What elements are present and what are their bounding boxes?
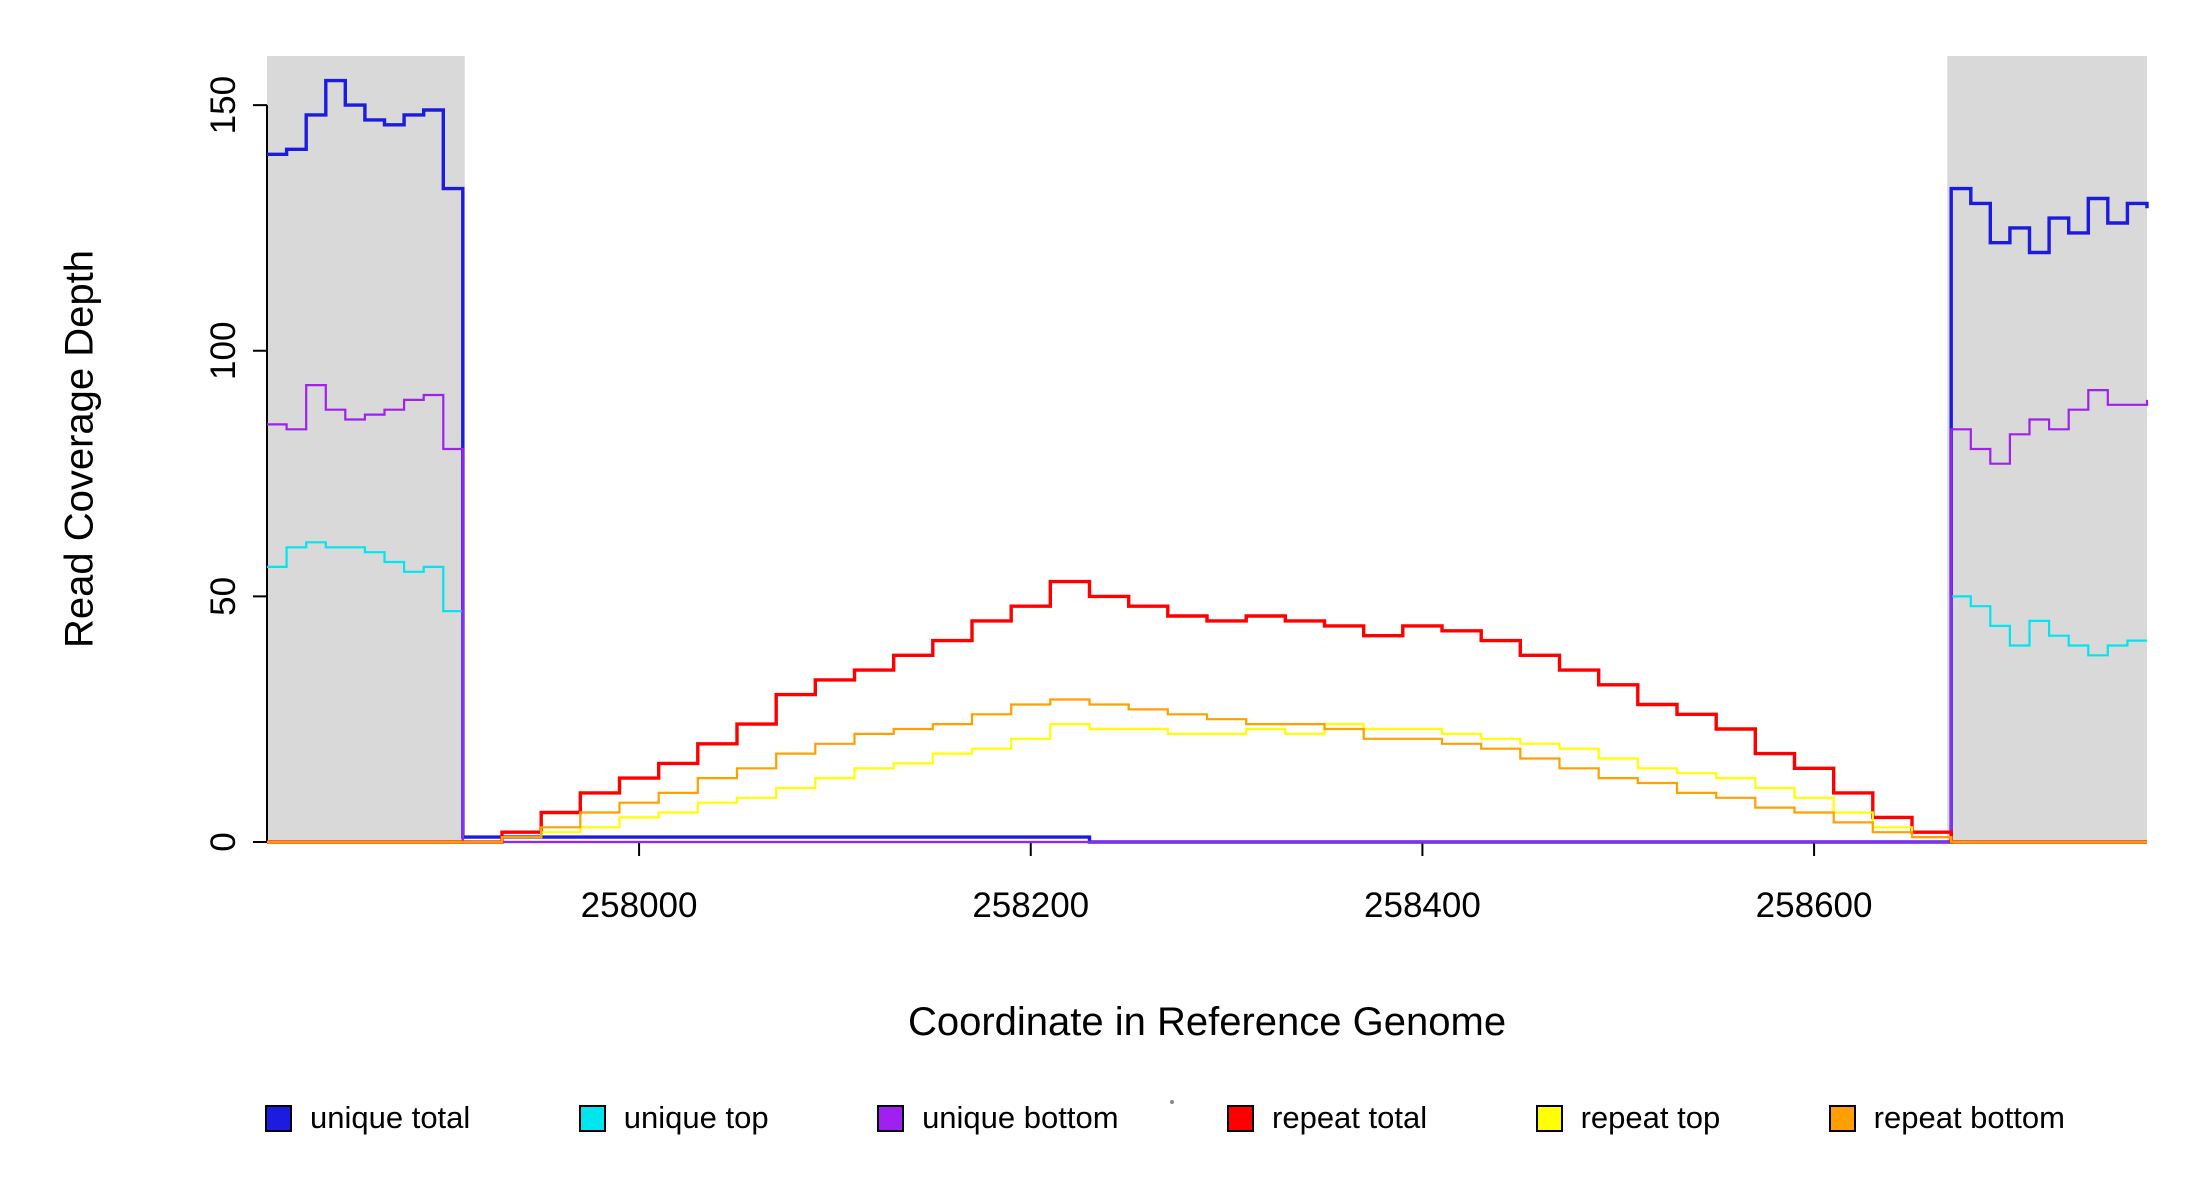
legend-label-unique-top: unique top bbox=[623, 1100, 769, 1135]
series-unique-bottom bbox=[267, 384, 2149, 844]
y-tick-label: 100 bbox=[204, 322, 243, 380]
legend-item-repeat-bottom: repeat bottom bbox=[1828, 1100, 2065, 1136]
series-unique-top bbox=[267, 541, 2147, 844]
series-repeat-bottom bbox=[267, 698, 2147, 844]
legend-swatch-unique-bottom bbox=[877, 1104, 905, 1132]
legend-item-repeat-total: repeat total bbox=[1227, 1100, 1427, 1136]
y-tick-label: 50 bbox=[204, 577, 243, 616]
legend-item-unique-top: unique top bbox=[578, 1100, 769, 1136]
shaded-region bbox=[267, 56, 465, 842]
legend-swatch-repeat-total bbox=[1227, 1104, 1255, 1132]
x-tick-label: 258000 bbox=[581, 886, 698, 925]
legend-item-unique-bottom: unique bottom bbox=[877, 1100, 1119, 1136]
legend-label-repeat-total: repeat total bbox=[1272, 1100, 1428, 1135]
y-tick-label: 0 bbox=[204, 832, 243, 851]
legend-swatch-unique-total bbox=[265, 1104, 292, 1132]
legend-label-repeat-top: repeat top bbox=[1580, 1100, 1721, 1135]
legend-item-repeat-top: repeat top bbox=[1535, 1100, 1721, 1136]
x-tick-label: 258200 bbox=[972, 886, 1089, 925]
legend-swatch-unique-top bbox=[578, 1104, 606, 1132]
x-tick-label: 258600 bbox=[1756, 886, 1873, 925]
legend-label-unique-total: unique total bbox=[310, 1100, 471, 1135]
y-tick-label: 150 bbox=[204, 76, 243, 134]
legend-item-unique-total: unique total bbox=[265, 1100, 470, 1136]
legend-label-unique-bottom: unique bottom bbox=[922, 1100, 1119, 1135]
legend-label-repeat-bottom: repeat bottom bbox=[1873, 1100, 2065, 1135]
series-repeat-total bbox=[267, 579, 2147, 844]
stray-dot bbox=[1170, 1100, 1174, 1104]
legend-swatch-repeat-bottom bbox=[1828, 1104, 1856, 1132]
legend: unique total unique top unique bottom re… bbox=[265, 1100, 2065, 1136]
x-tick-label: 258400 bbox=[1364, 886, 1481, 925]
series-repeat-top bbox=[267, 723, 2147, 844]
legend-swatch-repeat-top bbox=[1535, 1104, 1563, 1132]
x-axis-title: Coordinate in Reference Genome bbox=[907, 1000, 1507, 1044]
y-axis-title: Read Coverage Depth bbox=[57, 249, 102, 649]
series-unique-total bbox=[267, 78, 2149, 844]
